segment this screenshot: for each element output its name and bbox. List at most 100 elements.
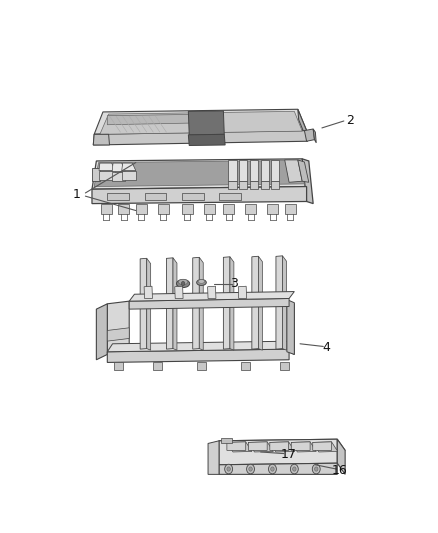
Polygon shape <box>241 362 250 370</box>
Polygon shape <box>271 160 279 181</box>
Polygon shape <box>248 442 267 450</box>
Polygon shape <box>204 204 215 214</box>
Polygon shape <box>92 187 307 204</box>
Polygon shape <box>337 439 345 474</box>
Polygon shape <box>173 258 177 350</box>
Polygon shape <box>199 257 203 350</box>
Text: 4: 4 <box>322 341 330 354</box>
Polygon shape <box>99 163 115 171</box>
Polygon shape <box>145 193 166 200</box>
Polygon shape <box>245 204 256 214</box>
Polygon shape <box>166 258 173 349</box>
Polygon shape <box>252 256 258 349</box>
Polygon shape <box>219 463 337 474</box>
Polygon shape <box>248 442 273 452</box>
Polygon shape <box>261 160 269 181</box>
Polygon shape <box>291 442 316 452</box>
Bar <box>221 438 232 443</box>
Polygon shape <box>291 442 310 450</box>
Polygon shape <box>96 304 107 360</box>
Polygon shape <box>99 171 115 180</box>
Circle shape <box>268 464 276 474</box>
Polygon shape <box>93 131 307 145</box>
Circle shape <box>271 467 274 471</box>
Polygon shape <box>227 442 252 452</box>
Polygon shape <box>193 257 199 349</box>
Polygon shape <box>112 163 125 172</box>
Polygon shape <box>158 204 169 214</box>
Polygon shape <box>228 181 237 189</box>
Polygon shape <box>270 442 289 450</box>
Circle shape <box>247 464 254 474</box>
Circle shape <box>290 464 298 474</box>
Polygon shape <box>283 256 286 350</box>
Polygon shape <box>261 181 269 189</box>
Polygon shape <box>302 159 313 204</box>
Polygon shape <box>107 193 129 200</box>
Ellipse shape <box>178 279 188 285</box>
Polygon shape <box>298 109 307 141</box>
Polygon shape <box>219 439 337 465</box>
Polygon shape <box>188 111 224 135</box>
Polygon shape <box>285 204 296 214</box>
Circle shape <box>314 467 318 471</box>
Text: 17: 17 <box>280 448 296 461</box>
Polygon shape <box>223 204 234 214</box>
Polygon shape <box>267 204 278 214</box>
Polygon shape <box>280 362 289 370</box>
Polygon shape <box>238 286 247 298</box>
Circle shape <box>227 467 230 471</box>
Polygon shape <box>112 172 125 181</box>
Polygon shape <box>285 160 302 182</box>
Polygon shape <box>313 442 338 452</box>
Polygon shape <box>92 159 307 189</box>
Polygon shape <box>182 193 204 200</box>
Text: 2: 2 <box>346 115 354 127</box>
Polygon shape <box>230 257 234 350</box>
Polygon shape <box>271 181 279 189</box>
Circle shape <box>225 464 233 474</box>
Polygon shape <box>140 259 147 349</box>
Polygon shape <box>304 129 314 141</box>
Polygon shape <box>144 286 152 298</box>
Polygon shape <box>250 181 258 189</box>
Text: 1: 1 <box>73 188 81 201</box>
Polygon shape <box>239 181 247 189</box>
Text: 16: 16 <box>332 464 347 477</box>
Polygon shape <box>129 292 294 301</box>
Polygon shape <box>287 300 294 354</box>
Polygon shape <box>92 168 100 181</box>
Polygon shape <box>114 362 123 370</box>
Polygon shape <box>289 301 294 354</box>
Polygon shape <box>122 163 136 171</box>
Polygon shape <box>101 204 112 214</box>
Circle shape <box>181 281 185 286</box>
Polygon shape <box>107 114 215 125</box>
Polygon shape <box>197 362 206 370</box>
Text: 3: 3 <box>230 277 238 290</box>
Polygon shape <box>208 286 216 298</box>
Polygon shape <box>129 298 289 309</box>
Polygon shape <box>107 301 129 354</box>
Polygon shape <box>118 204 129 214</box>
Polygon shape <box>93 134 110 145</box>
Polygon shape <box>94 109 307 134</box>
Polygon shape <box>208 441 219 474</box>
Polygon shape <box>136 204 147 214</box>
Polygon shape <box>223 257 230 349</box>
Polygon shape <box>107 341 294 352</box>
Polygon shape <box>219 439 345 452</box>
Polygon shape <box>313 129 316 143</box>
Polygon shape <box>107 349 289 362</box>
Polygon shape <box>298 160 309 182</box>
Polygon shape <box>122 171 136 180</box>
Circle shape <box>249 467 252 471</box>
Circle shape <box>293 467 296 471</box>
Polygon shape <box>250 160 258 181</box>
Polygon shape <box>188 134 225 146</box>
Ellipse shape <box>197 279 206 286</box>
Polygon shape <box>147 259 151 350</box>
Ellipse shape <box>177 279 190 288</box>
Polygon shape <box>227 442 246 450</box>
Polygon shape <box>258 256 262 350</box>
